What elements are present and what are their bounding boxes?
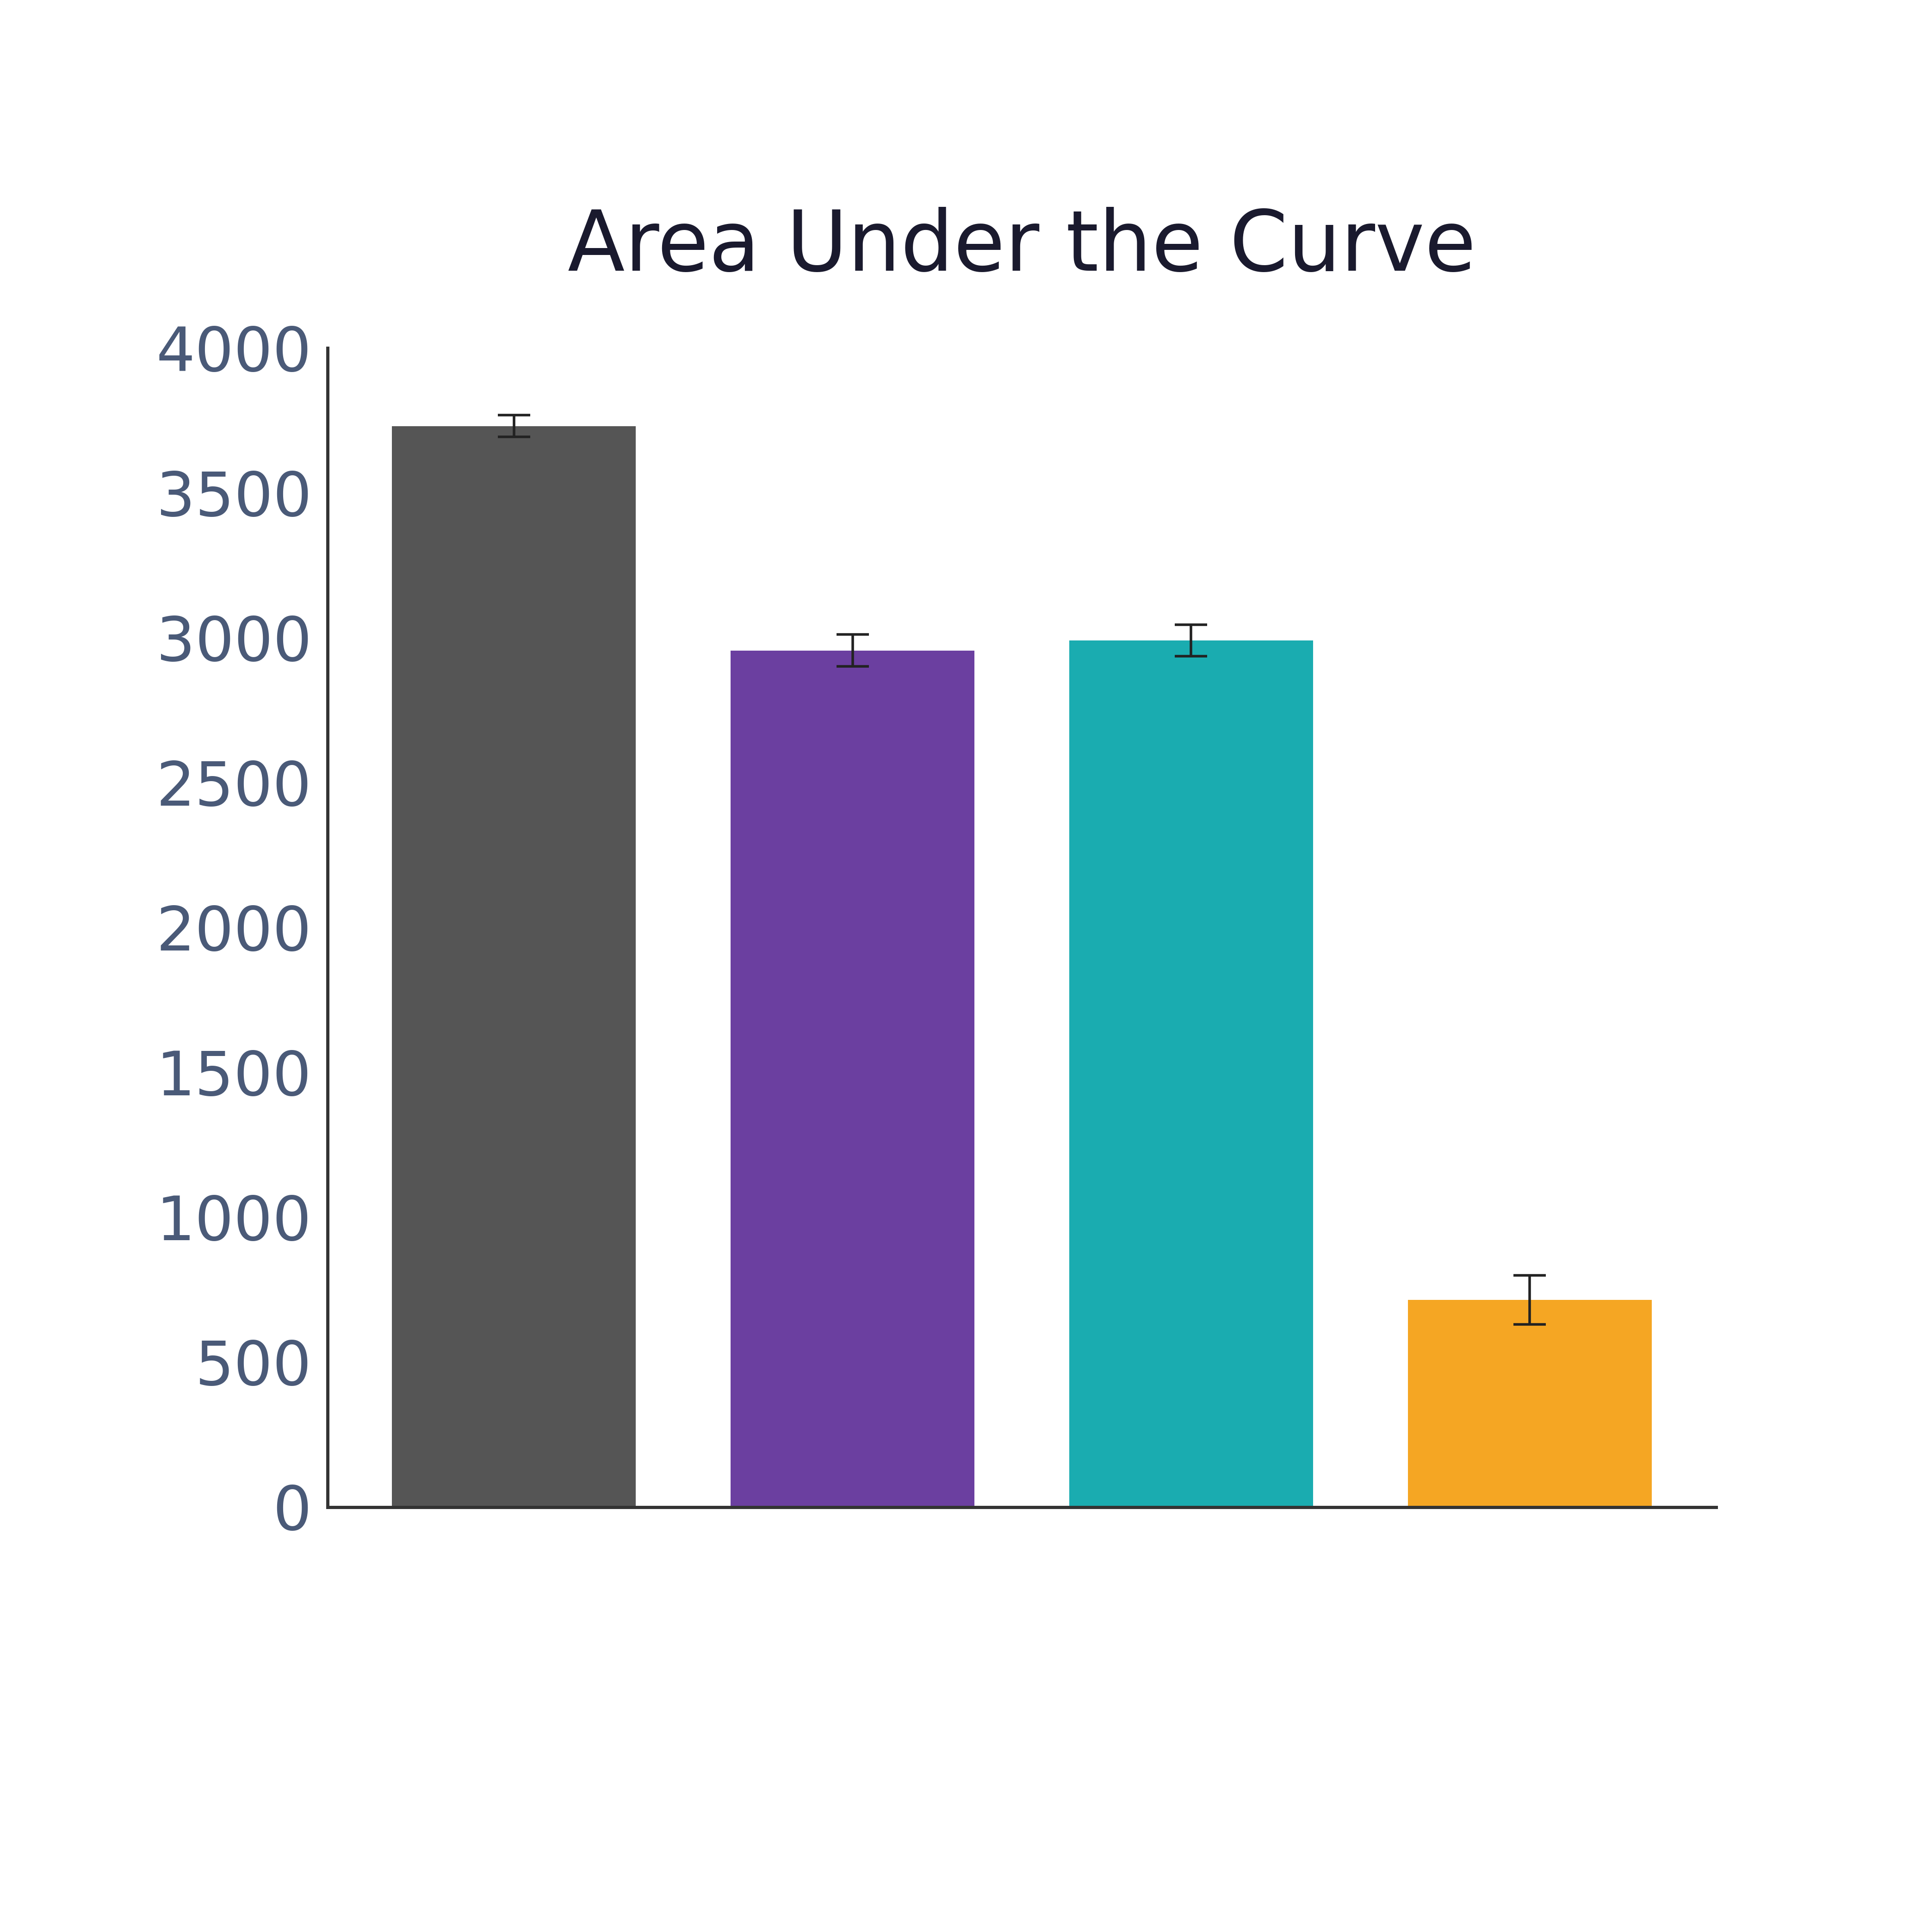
Bar: [1070, 641, 1313, 1507]
Bar: [731, 651, 974, 1507]
Bar: [391, 427, 636, 1507]
Bar: [1407, 1300, 1652, 1507]
Title: Area Under the Curve: Area Under the Curve: [567, 207, 1477, 288]
